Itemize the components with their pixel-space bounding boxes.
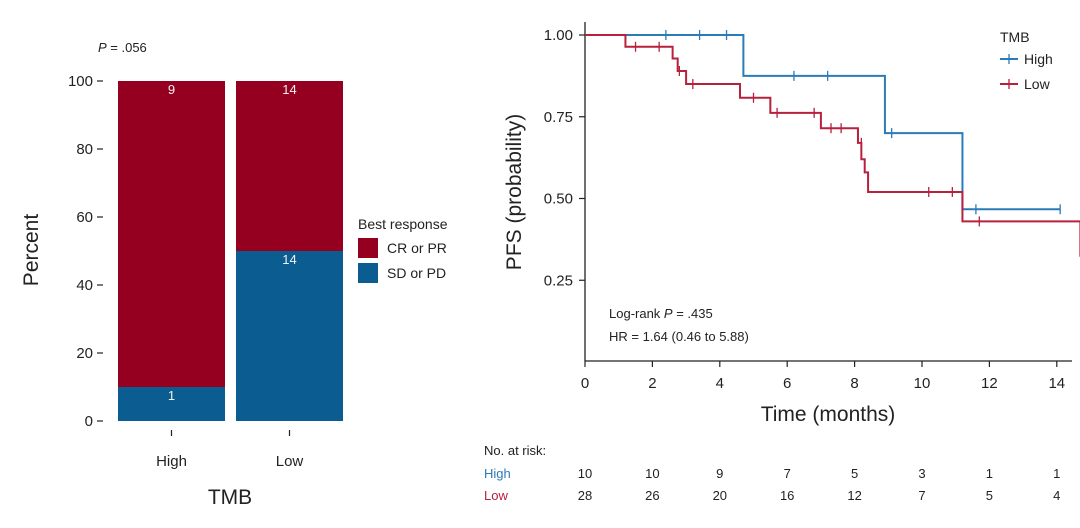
risk-value-high-2: 10 bbox=[645, 466, 659, 481]
risk-value-low-2: 26 bbox=[645, 488, 659, 503]
km-x-tick-label-10: 10 bbox=[914, 375, 931, 392]
bar-y-axis-title: Percent bbox=[20, 214, 43, 287]
km-y-tick-label-1.00: 1.00 bbox=[544, 27, 573, 44]
km-x-tick-label-0: 0 bbox=[581, 375, 589, 392]
bar-bars: 1 9 14 14 bbox=[118, 81, 343, 421]
km-x-tick-label-2: 2 bbox=[648, 375, 656, 392]
km-legend-title: TMB bbox=[1000, 29, 1030, 45]
bar-low-cr-or-pr bbox=[236, 81, 343, 251]
bar-legend-swatch-sd-pd bbox=[358, 263, 378, 283]
bar-label-low-sd-or-pd: 14 bbox=[282, 252, 296, 267]
km-x-axis: 0246810121416 bbox=[581, 361, 1065, 392]
risk-row-label-high: High bbox=[484, 466, 511, 481]
risk-value-high-12: 1 bbox=[986, 466, 993, 481]
bar-y-tick-label-0: 0 bbox=[85, 413, 93, 430]
risk-value-low-14: 4 bbox=[1053, 488, 1060, 503]
risk-value-low-12: 5 bbox=[986, 488, 993, 503]
km-y-tick-label-0.50: 0.50 bbox=[544, 191, 573, 208]
km-curve-high bbox=[585, 34, 1061, 211]
bar-annotation: P = .056 bbox=[98, 40, 147, 55]
km-x-tick-label-8: 8 bbox=[850, 375, 858, 392]
risk-table-rows: High10109753110Low28262016127541 bbox=[484, 466, 1060, 503]
bar-legend: Best response CR or PR SD or PD bbox=[358, 216, 448, 283]
km-x-axis-title: Time (months) bbox=[761, 403, 896, 426]
bar-label-low-cr-or-pr: 14 bbox=[282, 82, 296, 97]
risk-value-high-6: 7 bbox=[784, 466, 791, 481]
km-chart: 0.250.500.751.00 0246810121416 PFS (prob… bbox=[484, 22, 1080, 503]
risk-row-label-low: Low bbox=[484, 488, 508, 503]
bar-x-tick-label-high: High bbox=[156, 453, 187, 470]
bar-chart: P = .056 0 20 40 60 80 100 1 9 14 14 High Low Per… bbox=[20, 40, 448, 509]
bar-y-tick-label-60: 60 bbox=[76, 209, 93, 226]
risk-value-high-10: 3 bbox=[918, 466, 925, 481]
bar-x-axis-title: TMB bbox=[208, 486, 252, 509]
bar-label-high-cr-or-pr: 9 bbox=[168, 82, 175, 97]
km-legend-label-high: High bbox=[1024, 51, 1053, 67]
bar-label-high-sd-or-pd: 1 bbox=[168, 388, 175, 403]
km-curves bbox=[585, 30, 1080, 257]
bar-legend-label-cr-pr: CR or PR bbox=[387, 240, 447, 256]
risk-value-high-4: 9 bbox=[716, 466, 723, 481]
bar-y-tick-label-100: 100 bbox=[68, 73, 93, 90]
bar-legend-label-sd-pd: SD or PD bbox=[387, 265, 446, 281]
risk-table-title: No. at risk: bbox=[484, 443, 546, 458]
bar-annotation-value: = .056 bbox=[107, 40, 147, 55]
bar-y-tick-label-20: 20 bbox=[76, 345, 93, 362]
risk-value-low-8: 12 bbox=[847, 488, 861, 503]
km-y-axis-title: PFS (probability) bbox=[503, 114, 526, 270]
risk-value-low-4: 20 bbox=[713, 488, 727, 503]
bar-y-tick-label-40: 40 bbox=[76, 277, 93, 294]
risk-value-low-6: 16 bbox=[780, 488, 794, 503]
bar-legend-swatch-cr-pr bbox=[358, 238, 378, 258]
bar-annotation-p: P bbox=[98, 40, 107, 55]
risk-table: No. at risk: High10109753110Low282620161… bbox=[484, 443, 1060, 503]
km-x-tick-label-6: 6 bbox=[783, 375, 791, 392]
risk-value-high-0: 10 bbox=[578, 466, 592, 481]
bar-high-cr-or-pr bbox=[118, 81, 225, 387]
bar-y-tick-label-80: 80 bbox=[76, 141, 93, 158]
km-legend-label-low: Low bbox=[1024, 76, 1051, 92]
km-logrank-value: = .435 bbox=[673, 306, 713, 321]
km-legend-items: High Low bbox=[1000, 51, 1053, 92]
bar-y-axis: 0 20 40 60 80 100 bbox=[68, 73, 103, 430]
risk-value-high-14: 1 bbox=[1053, 466, 1060, 481]
bar-x-tick-label-low: Low bbox=[276, 453, 304, 470]
km-annotation-logrank: Log-rank P = .435 bbox=[609, 306, 713, 321]
bar-x-axis: High Low bbox=[156, 430, 303, 470]
bar-low-sd-or-pd bbox=[236, 251, 343, 421]
km-logrank-p: P bbox=[664, 306, 673, 321]
km-annotation-hr: HR = 1.64 (0.46 to 5.88) bbox=[609, 329, 749, 344]
km-logrank-prefix: Log-rank bbox=[609, 306, 664, 321]
km-x-tick-label-14: 14 bbox=[1048, 375, 1065, 392]
risk-value-low-10: 7 bbox=[918, 488, 925, 503]
km-y-axis: 0.25 0.50 0.75 1.00 bbox=[544, 27, 585, 289]
bar-legend-title: Best response bbox=[358, 216, 448, 232]
bar-high-sd-or-pd bbox=[118, 387, 225, 421]
risk-value-high-8: 5 bbox=[851, 466, 858, 481]
km-legend: TMB High Low bbox=[1000, 29, 1053, 92]
km-y-tick-label-0.75: 0.75 bbox=[544, 109, 573, 126]
km-x-tick-label-12: 12 bbox=[981, 375, 998, 392]
km-x-tick-label-4: 4 bbox=[716, 375, 724, 392]
km-y-tick-label-0.25: 0.25 bbox=[544, 272, 573, 289]
km-curve-low bbox=[585, 34, 1080, 257]
risk-value-low-0: 28 bbox=[578, 488, 592, 503]
